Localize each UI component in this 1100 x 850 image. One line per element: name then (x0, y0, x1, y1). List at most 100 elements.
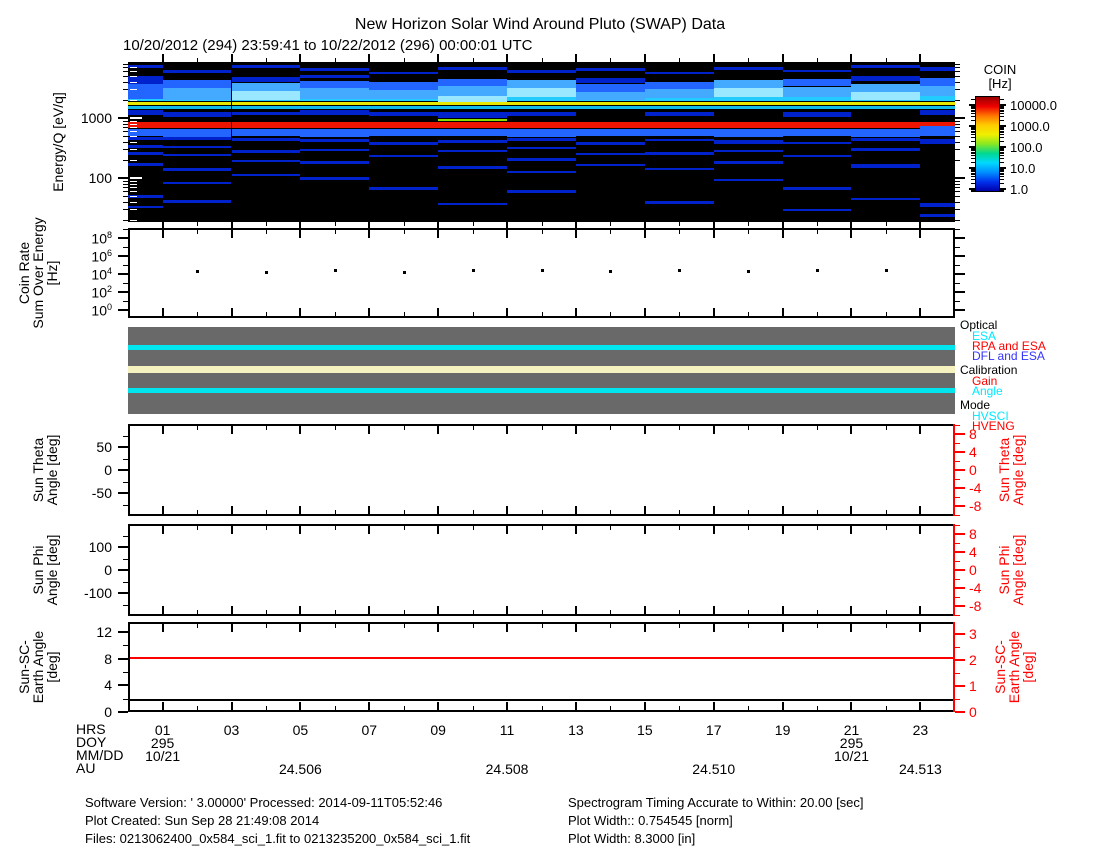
y-tick-label: 100 (88, 170, 112, 187)
spectrogram-band (128, 101, 163, 106)
x-major-tick (299, 426, 302, 434)
colorbar-major-tick (1000, 125, 1006, 127)
x-major-tick (574, 526, 577, 534)
spectrogram-band (713, 66, 783, 70)
x-major-tick (299, 702, 302, 710)
colorbar-minor-tick (971, 107, 975, 109)
spectrogram-band (713, 161, 783, 165)
y-major-tick (118, 272, 128, 275)
sun-sc-earth-hline (130, 698, 953, 701)
x-minor-tick (197, 426, 199, 430)
x-major-tick (161, 426, 164, 434)
colorbar-minor-tick (1000, 126, 1004, 128)
spectrogram-band (644, 71, 714, 75)
x-minor-tick (817, 624, 819, 628)
x-minor-tick (334, 624, 336, 628)
spectrogram-band (920, 214, 955, 217)
colorbar-minor-tick (1000, 161, 1004, 163)
y-minor-tick (123, 504, 128, 506)
y-minor-tick (955, 99, 960, 101)
y-tick-label: 0 (969, 462, 977, 478)
y-minor-tick-inner (130, 209, 137, 211)
y-major-tick (955, 658, 965, 661)
x-minor-tick (334, 312, 336, 316)
coin-rate-point (678, 269, 682, 273)
colorbar-minor-tick (1000, 189, 1004, 191)
y-minor-tick (955, 136, 960, 138)
x-minor-tick (403, 312, 405, 316)
y-tick-label: 12 (96, 624, 112, 640)
x-minor-tick (334, 222, 336, 226)
x-major-tick (437, 606, 440, 614)
y-major-tick-inner (130, 117, 142, 120)
x-minor-tick (197, 610, 199, 614)
colorbar-minor-tick (971, 136, 975, 138)
legend-group-label: Optical (960, 318, 998, 332)
x-minor-tick (748, 58, 750, 62)
x-major-tick (506, 526, 509, 534)
colorbar-minor-tick (1000, 134, 1004, 136)
spectrogram-band (231, 174, 301, 177)
x-major-tick (574, 506, 577, 514)
footer-software-version: Software Version: ' 3.00000' Processed: … (85, 795, 443, 810)
x-major-tick (781, 624, 784, 632)
status-stripe (128, 345, 955, 350)
footer-timing-accuracy: Spectrogram Timing Accurate to Within: 2… (568, 795, 864, 810)
x-major-tick (161, 702, 164, 710)
colorbar-minor-tick (971, 157, 975, 159)
y-minor-tick (955, 187, 960, 189)
x-minor-tick (748, 230, 750, 234)
coin-rate-point (471, 268, 475, 272)
colorbar-minor-tick (971, 178, 975, 180)
y-tick-label: -4 (969, 480, 982, 497)
y-minor-tick-inner (130, 180, 137, 182)
spectrogram-band (231, 105, 301, 110)
y-minor-tick (955, 560, 960, 562)
y-minor-tick (955, 71, 960, 73)
x-major-tick (368, 526, 371, 534)
legend-group-label: Calibration (960, 363, 1018, 377)
y-minor-tick (123, 481, 128, 483)
y-minor-tick (955, 228, 960, 230)
x-major-tick (368, 230, 371, 238)
x-minor-tick (817, 230, 819, 234)
x-minor-tick (885, 222, 887, 226)
y-tick-label: 0 (969, 704, 977, 720)
x-minor-tick (817, 610, 819, 614)
coin-rate-point (747, 269, 751, 273)
spectrogram-band (782, 121, 852, 128)
x-major-tick (161, 526, 164, 534)
colorbar-units: [Hz] (988, 76, 1012, 91)
spectrogram-band (300, 96, 370, 102)
x-major-tick (299, 624, 302, 632)
spectrogram-band (713, 101, 783, 106)
x-minor-tick (403, 526, 405, 530)
x-major-tick (506, 624, 509, 632)
y-major-tick (118, 546, 128, 548)
coin-rate-point (196, 269, 200, 273)
x-minor-tick (472, 312, 474, 316)
x-minor-tick (541, 230, 543, 234)
x-minor-tick (885, 58, 887, 62)
spectrogram-band (231, 129, 301, 137)
y-minor-tick-inner (130, 191, 137, 193)
x-minor-tick (334, 230, 336, 234)
x-major-tick (712, 606, 715, 614)
coin-rate-panel (128, 228, 955, 318)
y-major-tick (118, 711, 128, 713)
hour-label: 13 (568, 722, 584, 738)
spectrogram-band (507, 121, 576, 128)
spectrogram-band (851, 138, 921, 142)
y-minor-tick (123, 159, 128, 161)
y-tick-label: 8 (969, 525, 977, 542)
colorbar-minor-tick (1000, 171, 1004, 173)
colorbar-minor-tick (971, 140, 975, 142)
x-minor-tick (679, 312, 681, 316)
y-minor-tick (123, 196, 128, 198)
hour-label: 11 (499, 722, 515, 738)
y-minor-tick (955, 515, 960, 517)
spectrogram-band (644, 121, 714, 128)
spectrogram-band (231, 111, 301, 115)
x-major-tick (643, 230, 646, 238)
y-minor-tick (955, 183, 960, 185)
